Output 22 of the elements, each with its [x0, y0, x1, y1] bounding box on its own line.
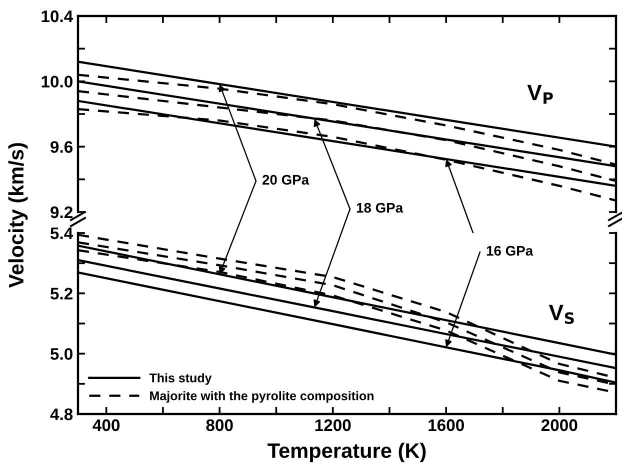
- y-tick-label: 10.4: [42, 10, 74, 22]
- x-tick-label: 400: [92, 419, 120, 432]
- x-axis-title: Temperature (K): [268, 442, 426, 462]
- x-tick-label: 1600: [428, 419, 464, 432]
- y-tick-label: 5.4: [50, 228, 74, 240]
- annotation: V$_{P}$: [527, 84, 553, 104]
- y-tick-label: 5.0: [50, 348, 72, 360]
- x-tick-label: 800: [206, 419, 233, 432]
- y-tick-label: 9.6: [50, 141, 73, 153]
- legend-label: This study: [149, 373, 212, 385]
- annotation: V$_{S}$: [548, 304, 574, 324]
- annotation: 18 GPa: [356, 202, 404, 213]
- y-tick-label: 9.2: [50, 206, 72, 218]
- annotation: 16 GPa: [486, 246, 534, 256]
- x-tick-label: 2000: [541, 419, 578, 432]
- annotation: 20 GPa: [262, 174, 310, 185]
- x-tick-label: 1200: [315, 419, 351, 432]
- y-tick-label: 10.0: [42, 76, 72, 88]
- y-tick-label: 5.2: [50, 288, 72, 300]
- legend-label: Majorite with the pyrolite composition: [150, 391, 374, 403]
- y-tick-label: 4.8: [50, 408, 73, 420]
- y-axis-title: Velocity (km/s): [8, 143, 28, 288]
